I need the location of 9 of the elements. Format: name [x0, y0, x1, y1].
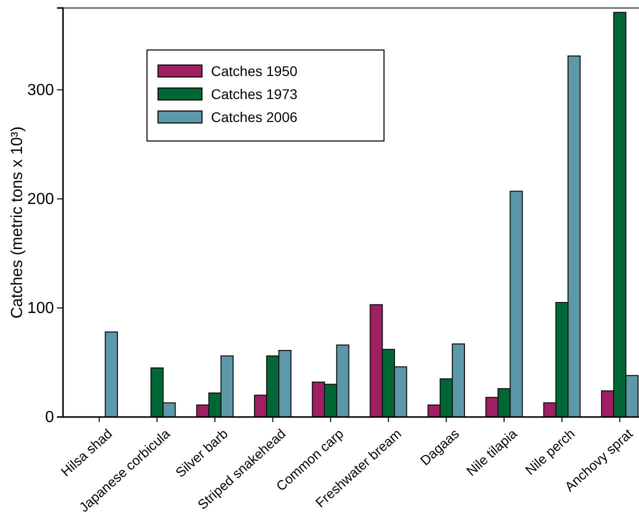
y-tick-label: 300 — [27, 82, 54, 99]
y-tick-label: 200 — [27, 190, 54, 208]
legend-label: Catches 2006 — [211, 109, 298, 125]
legend-label: Catches 1950 — [211, 63, 298, 79]
y-axis-title: Catches (metric tons x 10³) — [9, 126, 26, 319]
legend-label: Catches 1973 — [211, 86, 298, 102]
y-tick-label: 0 — [45, 409, 54, 426]
y-tick-label: 100 — [27, 300, 54, 318]
bar — [104, 331, 118, 418]
